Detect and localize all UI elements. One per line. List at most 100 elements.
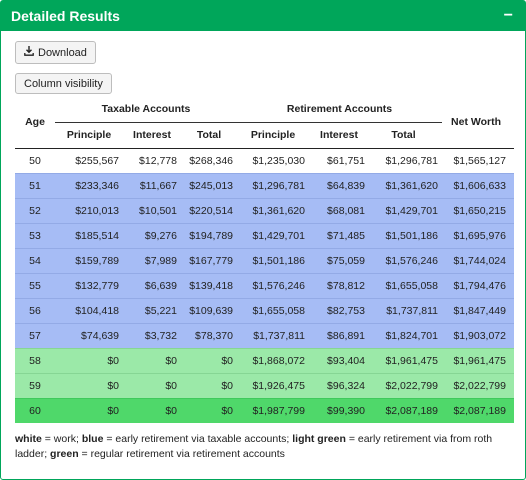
download-icon <box>24 46 34 59</box>
cell-retirement-interest: $78,812 <box>309 272 369 298</box>
cell-retirement-interest: $71,485 <box>309 222 369 248</box>
cell-net-worth: $1,794,476 <box>442 272 514 298</box>
cell-retirement-interest: $99,390 <box>309 397 369 423</box>
cell-taxable-principle: $233,346 <box>55 172 123 198</box>
table-row: 50 $255,567 $12,778 $268,346 $1,235,030 $61,7… <box>15 148 514 173</box>
cell-retirement-principle: $1,868,072 <box>237 347 309 373</box>
table-body: 50 $255,567 $12,778 $268,346 $1,235,030 $61,7… <box>15 148 514 423</box>
cell-taxable-principle: $159,789 <box>55 247 123 273</box>
header-age[interactable]: Age <box>15 97 55 149</box>
cell-taxable-interest: $0 <box>123 347 181 373</box>
table-row: 60 $0 $0 $0 $1,987,799 $99,390 $2,087,189 $2,08… <box>15 397 514 423</box>
column-visibility-button[interactable]: Column visibility <box>15 73 112 94</box>
cell-taxable-principle: $185,514 <box>55 222 123 248</box>
cell-taxable-total: $220,514 <box>181 197 237 223</box>
cell-net-worth: $1,606,633 <box>442 172 514 198</box>
header-taxable-total[interactable]: Total <box>181 122 237 149</box>
table-row: 51 $233,346 $11,667 $245,013 $1,296,781 $64,8… <box>15 172 514 198</box>
cell-retirement-principle: $1,987,799 <box>237 397 309 423</box>
header-taxable-accounts: Taxable Accounts <box>55 97 237 123</box>
collapse-minus-icon[interactable]: − <box>503 7 513 24</box>
cell-retirement-interest: $61,751 <box>309 148 369 173</box>
cell-retirement-interest: $86,891 <box>309 322 369 348</box>
cell-net-worth: $1,847,449 <box>442 297 514 323</box>
cell-age: 57 <box>15 322 55 348</box>
cell-retirement-interest: $75,059 <box>309 247 369 273</box>
cell-taxable-principle: $132,779 <box>55 272 123 298</box>
cell-taxable-principle: $74,639 <box>55 322 123 348</box>
cell-taxable-interest: $0 <box>123 397 181 423</box>
cell-net-worth: $2,022,799 <box>442 372 514 398</box>
cell-taxable-interest: $5,221 <box>123 297 181 323</box>
header-retirement-interest[interactable]: Interest <box>309 122 369 149</box>
cell-retirement-total: $1,501,186 <box>369 222 442 248</box>
cell-taxable-total: $194,789 <box>181 222 237 248</box>
header-retirement-total[interactable]: Total <box>369 122 442 149</box>
cell-retirement-total: $1,296,781 <box>369 148 442 173</box>
cell-retirement-total: $1,737,811 <box>369 297 442 323</box>
cell-age: 53 <box>15 222 55 248</box>
color-legend: white = work; blue = early retirement vi… <box>15 432 515 462</box>
cell-net-worth: $1,695,976 <box>442 222 514 248</box>
table-row: 52 $210,013 $10,501 $220,514 $1,361,620 $68,0… <box>15 197 514 223</box>
download-label: Download <box>38 46 87 59</box>
cell-retirement-total: $1,576,246 <box>369 247 442 273</box>
panel-header: Detailed Results − <box>1 1 525 31</box>
cell-retirement-interest: $64,839 <box>309 172 369 198</box>
cell-taxable-total: $139,418 <box>181 272 237 298</box>
cell-retirement-principle: $1,296,781 <box>237 172 309 198</box>
table-row: 53 $185,514 $9,276 $194,789 $1,429,701 $71,48… <box>15 222 514 248</box>
cell-retirement-total: $1,429,701 <box>369 197 442 223</box>
table-row: 55 $132,779 $6,639 $139,418 $1,576,246 $78,81… <box>15 272 514 298</box>
cell-taxable-principle: $0 <box>55 372 123 398</box>
cell-net-worth: $1,744,024 <box>442 247 514 273</box>
cell-retirement-interest: $93,404 <box>309 347 369 373</box>
legend-green-text: = regular retirement via retirement acco… <box>78 448 285 460</box>
cell-net-worth: $1,903,072 <box>442 322 514 348</box>
cell-retirement-interest: $68,081 <box>309 197 369 223</box>
cell-taxable-total: $109,639 <box>181 297 237 323</box>
cell-retirement-principle: $1,926,475 <box>237 372 309 398</box>
cell-retirement-total: $1,361,620 <box>369 172 442 198</box>
legend-green-key: green <box>50 448 79 460</box>
results-table: Age Taxable Accounts Retirement Accounts… <box>15 97 514 423</box>
cell-retirement-total: $2,087,189 <box>369 397 442 423</box>
cell-taxable-total: $167,779 <box>181 247 237 273</box>
toolbar: Download Column visibility <box>1 31 525 94</box>
header-net-worth[interactable]: Net Worth <box>442 97 514 149</box>
header-taxable-interest[interactable]: Interest <box>123 122 181 149</box>
cell-taxable-principle: $210,013 <box>55 197 123 223</box>
table-row: 56 $104,418 $5,221 $109,639 $1,655,058 $82,75… <box>15 297 514 323</box>
download-button[interactable]: Download <box>15 41 96 64</box>
legend-blue-text: = early retirement via taxable accounts; <box>103 433 293 445</box>
cell-taxable-total: $245,013 <box>181 172 237 198</box>
cell-age: 52 <box>15 197 55 223</box>
cell-taxable-principle: $104,418 <box>55 297 123 323</box>
cell-retirement-total: $2,022,799 <box>369 372 442 398</box>
cell-retirement-principle: $1,655,058 <box>237 297 309 323</box>
cell-taxable-interest: $3,732 <box>123 322 181 348</box>
cell-age: 51 <box>15 172 55 198</box>
cell-retirement-principle: $1,737,811 <box>237 322 309 348</box>
cell-net-worth: $1,961,475 <box>442 347 514 373</box>
table-row: 57 $74,639 $3,732 $78,370 $1,737,811 $86,891 $… <box>15 322 514 348</box>
cell-taxable-interest: $6,639 <box>123 272 181 298</box>
cell-retirement-interest: $82,753 <box>309 297 369 323</box>
cell-age: 58 <box>15 347 55 373</box>
cell-taxable-interest: $0 <box>123 372 181 398</box>
cell-taxable-principle: $0 <box>55 397 123 423</box>
cell-taxable-principle: $0 <box>55 347 123 373</box>
cell-net-worth: $2,087,189 <box>442 397 514 423</box>
cell-age: 56 <box>15 297 55 323</box>
legend-lightgreen-key: light green <box>292 433 346 445</box>
legend-blue-key: blue <box>81 433 104 445</box>
cell-retirement-principle: $1,501,186 <box>237 247 309 273</box>
cell-age: 60 <box>15 397 55 423</box>
header-retirement-principle[interactable]: Principle <box>237 122 309 149</box>
header-taxable-principle[interactable]: Principle <box>55 122 123 149</box>
cell-taxable-total: $0 <box>181 372 237 398</box>
table-row: 54 $159,789 $7,989 $167,779 $1,501,186 $75,05… <box>15 247 514 273</box>
cell-retirement-principle: $1,576,246 <box>237 272 309 298</box>
cell-taxable-interest: $12,778 <box>123 148 181 173</box>
